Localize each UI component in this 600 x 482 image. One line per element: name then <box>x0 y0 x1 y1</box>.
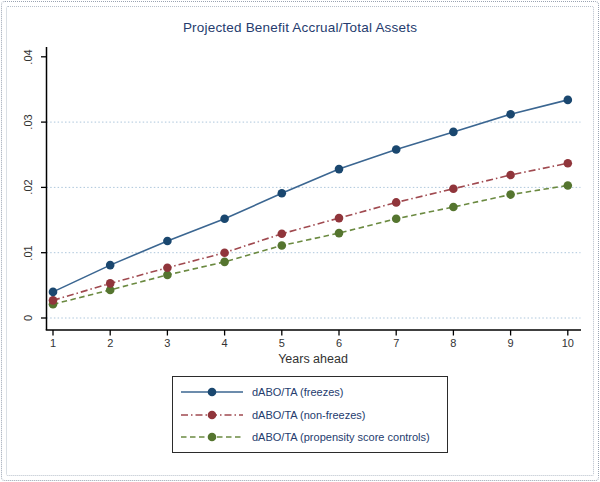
legend-item: dABO/TA (non-freezes) <box>173 405 447 425</box>
x-tick-label: 7 <box>381 337 411 349</box>
x-tick-label: 8 <box>438 337 468 349</box>
data-point-marker <box>335 229 344 238</box>
data-point-marker <box>106 261 115 270</box>
data-point-marker <box>392 214 401 223</box>
legend-line-sample <box>180 409 244 421</box>
y-tick-label: .01 <box>15 240 41 266</box>
series-line <box>53 163 568 300</box>
data-point-marker <box>506 190 515 199</box>
data-point-marker <box>392 145 401 154</box>
legend-line-sample <box>180 386 244 398</box>
data-point-marker <box>278 189 287 198</box>
x-tick-label: 1 <box>38 337 68 349</box>
data-point-marker <box>163 237 172 246</box>
data-point-marker <box>220 248 229 257</box>
data-point-marker <box>392 198 401 207</box>
data-point-marker <box>564 96 573 105</box>
data-point-marker <box>449 203 458 212</box>
legend-marker-icon <box>208 410 217 419</box>
y-tick-label: 0 <box>15 305 41 331</box>
y-tick-label: .03 <box>15 109 41 135</box>
legend-item: dABO/TA (propensity score controls) <box>173 427 447 447</box>
data-point-marker <box>506 110 515 119</box>
y-tick-label: .04 <box>15 44 41 70</box>
y-tick-label: .02 <box>15 174 41 200</box>
data-point-marker <box>278 241 287 250</box>
data-point-marker <box>335 214 344 223</box>
data-point-marker <box>564 181 573 190</box>
data-point-marker <box>449 184 458 193</box>
legend-label: dABO/TA (propensity score controls) <box>252 431 430 443</box>
legend-marker-icon <box>208 387 217 396</box>
data-point-marker <box>335 165 344 174</box>
x-tick-label: 10 <box>553 337 583 349</box>
legend-item: dABO/TA (freezes) <box>173 382 447 402</box>
x-tick-label: 3 <box>152 337 182 349</box>
x-tick-label: 6 <box>324 337 354 349</box>
legend-line-sample <box>180 431 244 443</box>
data-point-marker <box>564 159 573 168</box>
data-point-marker <box>220 214 229 223</box>
data-point-marker <box>49 288 58 297</box>
series-line <box>53 100 568 292</box>
data-point-marker <box>163 263 172 272</box>
data-point-marker <box>49 296 58 305</box>
data-point-marker <box>506 171 515 180</box>
x-tick-label: 5 <box>267 337 297 349</box>
data-point-marker <box>220 258 229 267</box>
series-line <box>53 185 568 304</box>
x-tick-label: 2 <box>95 337 125 349</box>
data-point-marker <box>449 128 458 137</box>
legend-label: dABO/TA (freezes) <box>252 386 344 398</box>
legend-marker-icon <box>208 433 217 442</box>
legend: dABO/TA (freezes) dABO/TA (non-freezes) dA… <box>172 376 448 453</box>
x-axis-title: Years ahead <box>213 352 413 366</box>
legend-label: dABO/TA (non-freezes) <box>252 409 366 421</box>
x-tick-label: 4 <box>210 337 240 349</box>
data-point-marker <box>106 279 115 288</box>
data-point-marker <box>278 229 287 238</box>
x-tick-label: 9 <box>496 337 526 349</box>
